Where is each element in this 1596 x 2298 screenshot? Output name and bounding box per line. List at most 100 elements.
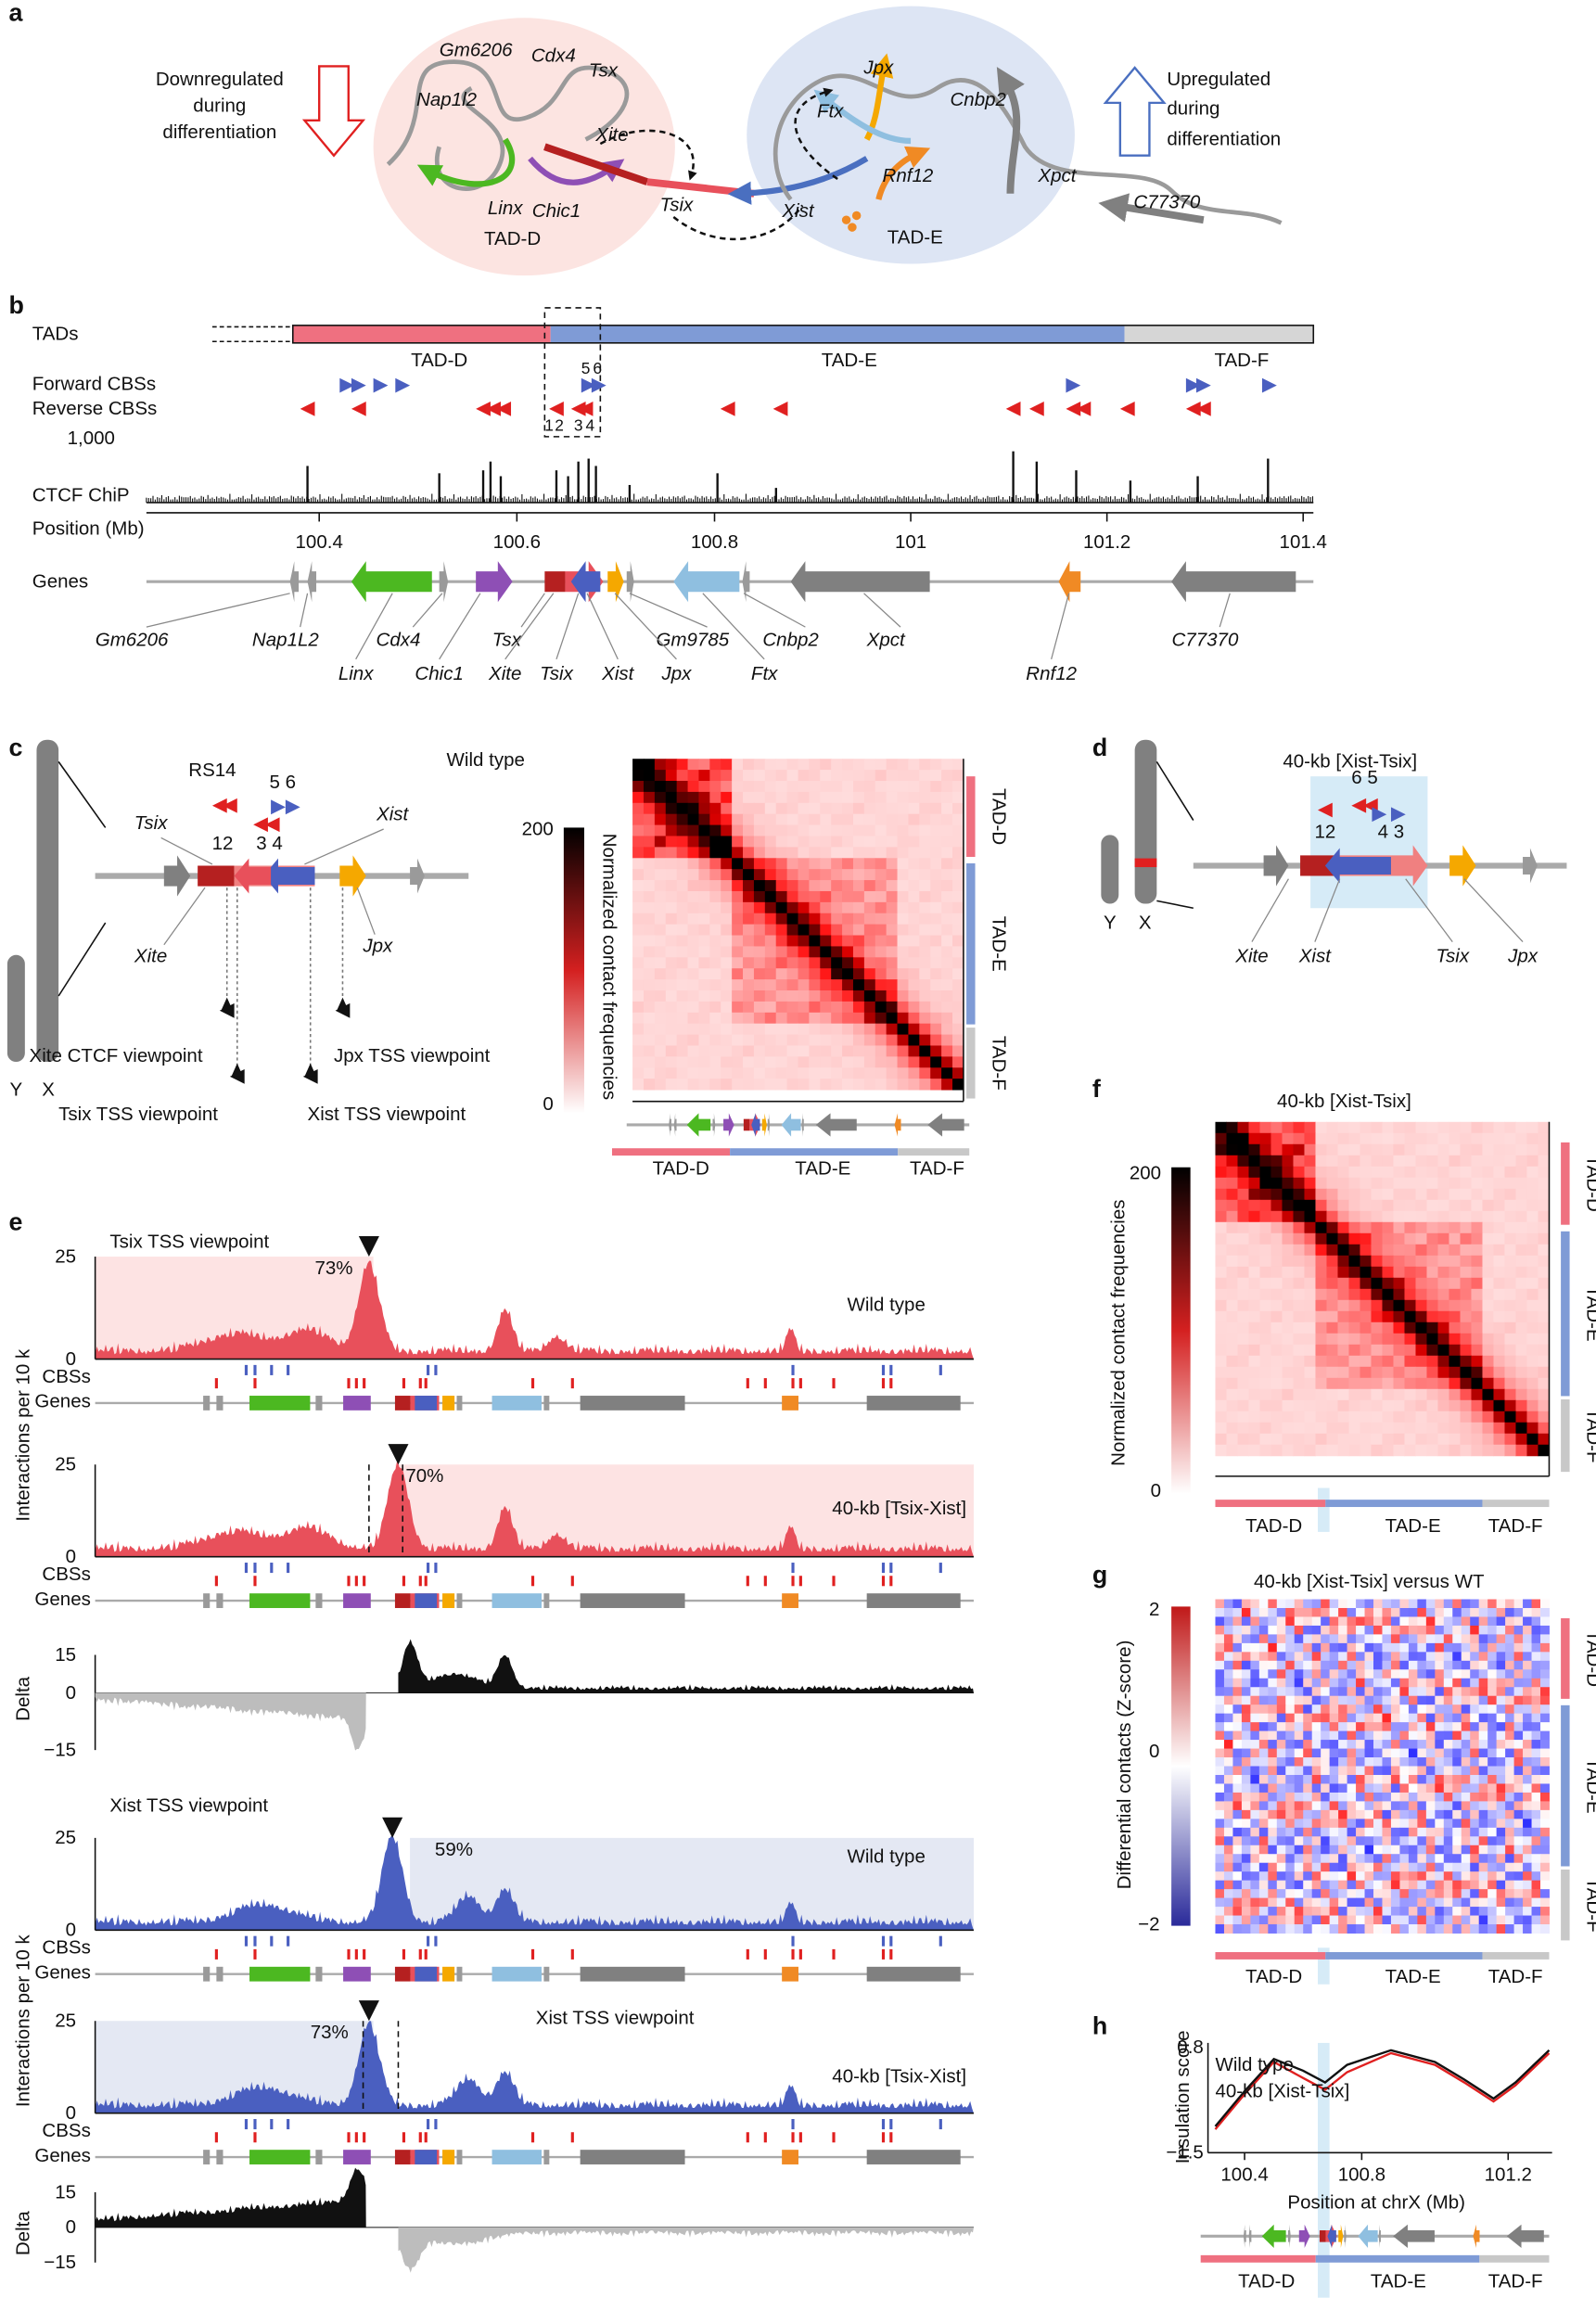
heatmap-cell xyxy=(1425,1924,1436,1934)
heatmap-cell xyxy=(1393,1221,1405,1234)
heatmap-cell xyxy=(1461,1652,1471,1662)
heatmap-cell xyxy=(1487,1704,1498,1715)
heatmap-cell xyxy=(632,781,645,793)
heatmap-cell xyxy=(721,869,733,881)
heatmap-cell xyxy=(1526,1310,1539,1323)
heatmap-cell xyxy=(687,1001,699,1014)
heatmap-cell xyxy=(1382,1155,1394,1168)
heatmap-cell xyxy=(1382,1801,1392,1811)
heatmap-cell xyxy=(1304,1388,1316,1401)
heatmap-cell xyxy=(1393,1210,1405,1223)
heatmap-cell xyxy=(842,824,854,836)
heatmap-cell xyxy=(764,924,777,937)
heatmap-cell xyxy=(1425,1897,1436,1908)
heatmap-cell xyxy=(1268,1792,1278,1802)
heatmap-cell xyxy=(721,1023,733,1036)
heatmap-cell xyxy=(886,813,899,826)
heatmap-cell xyxy=(1226,1444,1238,1457)
heatmap-cell xyxy=(908,791,920,804)
heatmap-cell xyxy=(798,759,810,771)
heatmap-cell xyxy=(764,1067,777,1079)
label: Normalized contact frequencies xyxy=(599,834,620,1100)
heatmap-cell xyxy=(1250,1625,1260,1635)
heatmap-cell xyxy=(1526,1355,1539,1368)
cbs-triangle xyxy=(1028,401,1044,416)
heatmap-cell xyxy=(875,824,887,836)
heatmap-cell xyxy=(1311,1599,1321,1609)
heatmap-cell xyxy=(1360,1143,1372,1156)
heatmap-cell xyxy=(764,1012,777,1025)
heatmap-cell xyxy=(1415,1221,1427,1234)
heatmap-cell xyxy=(775,1079,788,1091)
heatmap-cell xyxy=(1215,1757,1225,1767)
heatmap-cell xyxy=(764,890,777,903)
heatmap-cell xyxy=(1215,1388,1227,1401)
heatmap-cell xyxy=(1515,1266,1527,1279)
heatmap-cell xyxy=(775,802,788,815)
heatmap-cell xyxy=(1329,1730,1339,1741)
heatmap-cell xyxy=(1285,1704,1296,1715)
line xyxy=(304,828,384,865)
gene-arrow xyxy=(669,1113,671,1137)
heatmap-cell xyxy=(1248,1166,1260,1179)
heatmap-cell xyxy=(1538,1344,1550,1357)
label: TAD-E xyxy=(887,226,943,248)
heatmap-cell xyxy=(1531,1827,1541,1837)
cbs-triangle xyxy=(264,817,280,833)
heatmap-cell xyxy=(897,957,909,969)
heatmap-cell xyxy=(764,901,777,914)
heatmap-cell xyxy=(1538,1210,1550,1223)
heatmap-cell xyxy=(709,824,721,836)
heatmap-cell xyxy=(1259,1188,1271,1201)
heatmap-cell xyxy=(842,880,854,892)
heatmap-cell xyxy=(1382,1827,1392,1837)
heatmap-cell xyxy=(875,802,887,815)
label: TAD-D xyxy=(653,1158,709,1180)
gene-arrow xyxy=(1344,2224,1347,2248)
heatmap-cell xyxy=(1282,1266,1294,1279)
heatmap-cell xyxy=(1531,1616,1541,1627)
heatmap-cell xyxy=(1248,1366,1260,1379)
heatmap-cell xyxy=(1215,1355,1227,1368)
heatmap-cell xyxy=(1449,1377,1461,1390)
heatmap-cell xyxy=(654,836,667,848)
heatmap-cell xyxy=(941,957,953,969)
heatmap-cell xyxy=(1461,1642,1471,1653)
heatmap-cell xyxy=(732,836,744,848)
heatmap-cell xyxy=(1232,1740,1243,1750)
heatmap-cell xyxy=(1449,1277,1461,1290)
heatmap-cell xyxy=(1311,1766,1321,1776)
heatmap-cell xyxy=(1241,1687,1251,1697)
heatmap-cell xyxy=(665,957,678,969)
heatmap-cell xyxy=(941,946,953,958)
heatmap-cell xyxy=(1348,1266,1360,1279)
heatmap-cell xyxy=(820,813,832,826)
heatmap-cell xyxy=(1347,1642,1357,1653)
heatmap-cell xyxy=(1505,1915,1515,1925)
heatmap-cell xyxy=(1311,1678,1321,1688)
heatmap-cell xyxy=(1338,1809,1348,1819)
heatmap-cell xyxy=(1259,1255,1271,1268)
gene-box xyxy=(866,1593,961,1608)
heatmap-cell xyxy=(1404,1377,1416,1390)
heatmap-cell xyxy=(1478,1634,1488,1644)
heatmap-cell xyxy=(1526,1266,1539,1279)
heatmap-cell xyxy=(1461,1819,1471,1829)
heatmap-cell xyxy=(1437,1299,1449,1312)
heatmap-cell xyxy=(1258,1766,1269,1776)
heatmap-cell xyxy=(1315,1366,1327,1379)
heatmap-cell xyxy=(1443,1616,1453,1627)
heatmap-cell xyxy=(1364,1599,1374,1609)
heatmap-cell xyxy=(1417,1862,1427,1872)
heatmap-cell xyxy=(732,1023,744,1036)
gene-box xyxy=(543,1396,550,1411)
heatmap-cell xyxy=(775,847,788,859)
heatmap-cell xyxy=(1364,1616,1374,1627)
heatmap-cell xyxy=(1540,1660,1550,1670)
heatmap-cell xyxy=(1371,1355,1383,1368)
heatmap-cell xyxy=(1337,1422,1349,1435)
heatmap-cell xyxy=(1326,1388,1338,1401)
heatmap-cell xyxy=(798,880,810,892)
heatmap-cell xyxy=(1408,1695,1418,1705)
heatmap-cell xyxy=(1270,1299,1283,1312)
